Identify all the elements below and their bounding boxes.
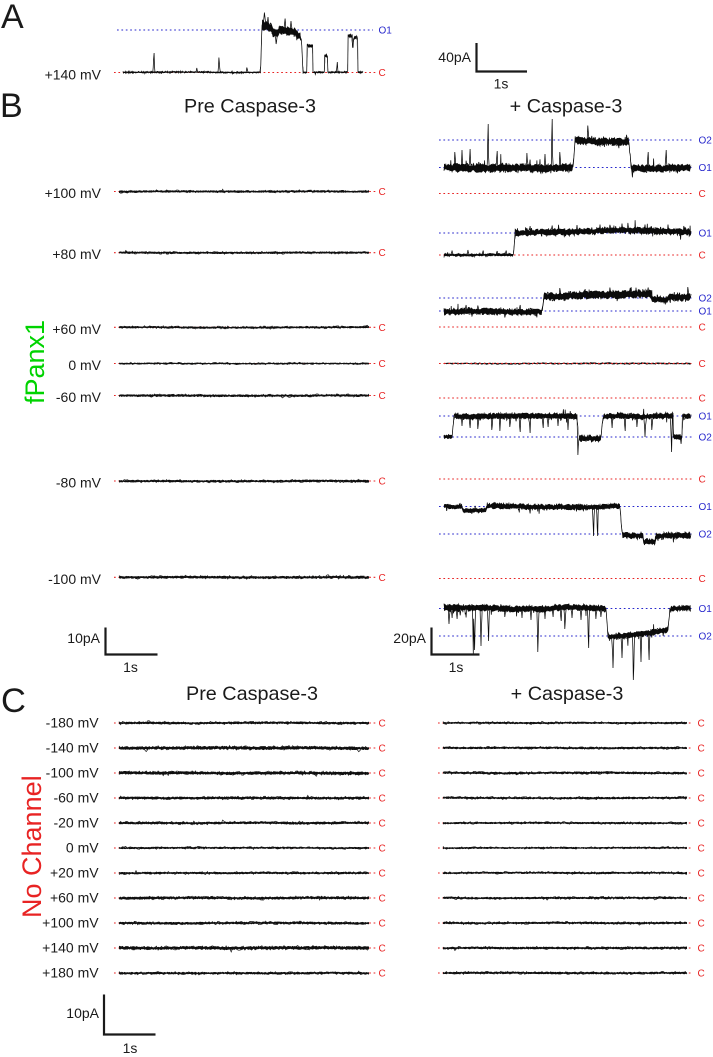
svg-text:O2: O2 xyxy=(699,294,713,305)
svg-text:C: C xyxy=(698,919,705,930)
svg-text:C: C xyxy=(698,744,705,755)
svg-text:+80 mV: +80 mV xyxy=(52,246,101,262)
svg-text:C: C xyxy=(699,394,706,405)
svg-text:O2: O2 xyxy=(699,433,713,444)
svg-text:C: C xyxy=(698,894,705,905)
svg-text:C: C xyxy=(699,323,706,334)
svg-text:O1: O1 xyxy=(699,307,713,318)
svg-text:C: C xyxy=(379,477,386,488)
svg-text:B: B xyxy=(0,87,23,125)
svg-text:-140 mV: -140 mV xyxy=(46,740,100,756)
svg-text:-60 mV: -60 mV xyxy=(56,389,102,405)
svg-text:O2: O2 xyxy=(699,530,713,541)
svg-text:C: C xyxy=(379,794,386,805)
svg-text:+180 mV: +180 mV xyxy=(42,965,99,981)
svg-text:C: C xyxy=(699,475,706,486)
svg-text:1s: 1s xyxy=(449,659,464,675)
svg-text:-60 mV: -60 mV xyxy=(53,790,99,806)
svg-text:0 mV: 0 mV xyxy=(66,840,99,856)
svg-text:-100 mV: -100 mV xyxy=(48,571,102,587)
svg-text:1s: 1s xyxy=(494,76,509,92)
svg-text:C: C xyxy=(699,251,706,262)
svg-text:1s: 1s xyxy=(123,659,138,675)
svg-text:C: C xyxy=(698,769,705,780)
svg-text:+60 mV: +60 mV xyxy=(52,321,101,337)
svg-text:C: C xyxy=(379,894,386,905)
svg-text:C: C xyxy=(699,574,706,585)
svg-text:C: C xyxy=(699,189,706,200)
svg-text:C: C xyxy=(698,794,705,805)
svg-text:40pA: 40pA xyxy=(438,49,471,65)
svg-text:C: C xyxy=(379,391,386,402)
svg-text:O1: O1 xyxy=(699,229,713,240)
svg-text:C: C xyxy=(379,573,386,584)
svg-text:C: C xyxy=(379,248,386,259)
svg-text:-180 mV: -180 mV xyxy=(46,715,100,731)
svg-text:1s: 1s xyxy=(123,1040,138,1056)
svg-text:C: C xyxy=(1,682,26,720)
svg-text:fPanx1: fPanx1 xyxy=(20,320,50,404)
svg-text:C: C xyxy=(379,969,386,980)
svg-text:C: C xyxy=(379,944,386,955)
svg-text:+100 mV: +100 mV xyxy=(42,915,99,931)
svg-text:-80 mV: -80 mV xyxy=(56,475,102,491)
svg-text:-100 mV: -100 mV xyxy=(46,765,100,781)
svg-text:+ Caspase-3: + Caspase-3 xyxy=(511,683,624,705)
svg-text:0 mV: 0 mV xyxy=(68,357,101,373)
svg-text:C: C xyxy=(379,187,386,198)
svg-text:O2: O2 xyxy=(699,136,713,147)
svg-text:C: C xyxy=(379,323,386,334)
svg-text:C: C xyxy=(379,359,386,370)
svg-text:+ Caspase-3: + Caspase-3 xyxy=(510,96,623,118)
svg-text:O1: O1 xyxy=(699,412,713,423)
svg-text:O1: O1 xyxy=(699,604,713,615)
svg-text:C: C xyxy=(379,919,386,930)
svg-text:A: A xyxy=(1,0,24,36)
svg-text:C: C xyxy=(379,769,386,780)
svg-text:10pA: 10pA xyxy=(66,1005,99,1021)
svg-text:C: C xyxy=(379,844,386,855)
svg-text:O1: O1 xyxy=(699,163,713,174)
svg-text:C: C xyxy=(698,944,705,955)
svg-text:+60 mV: +60 mV xyxy=(50,890,99,906)
svg-text:C: C xyxy=(379,819,386,830)
svg-text:C: C xyxy=(379,719,386,730)
svg-text:C: C xyxy=(698,969,705,980)
svg-text:C: C xyxy=(379,744,386,755)
svg-text:20pA: 20pA xyxy=(393,630,426,646)
svg-text:O2: O2 xyxy=(699,632,713,643)
svg-text:O1: O1 xyxy=(379,26,393,37)
svg-text:C: C xyxy=(379,68,386,79)
svg-text:No Channel: No Channel xyxy=(17,775,47,918)
svg-text:+20 mV: +20 mV xyxy=(50,865,99,881)
svg-text:C: C xyxy=(698,844,705,855)
svg-text:+140 mV: +140 mV xyxy=(45,66,102,82)
svg-text:10pA: 10pA xyxy=(67,630,100,646)
svg-text:C: C xyxy=(698,819,705,830)
svg-text:C: C xyxy=(379,869,386,880)
svg-text:Pre Caspase-3: Pre Caspase-3 xyxy=(186,683,318,705)
svg-text:C: C xyxy=(698,869,705,880)
svg-text:C: C xyxy=(699,359,706,370)
svg-text:+140 mV: +140 mV xyxy=(42,940,99,956)
svg-text:-20 mV: -20 mV xyxy=(53,815,99,831)
svg-text:O1: O1 xyxy=(699,502,713,513)
svg-text:Pre Caspase-3: Pre Caspase-3 xyxy=(184,96,316,118)
svg-text:+100 mV: +100 mV xyxy=(45,185,102,201)
svg-text:C: C xyxy=(698,719,705,730)
